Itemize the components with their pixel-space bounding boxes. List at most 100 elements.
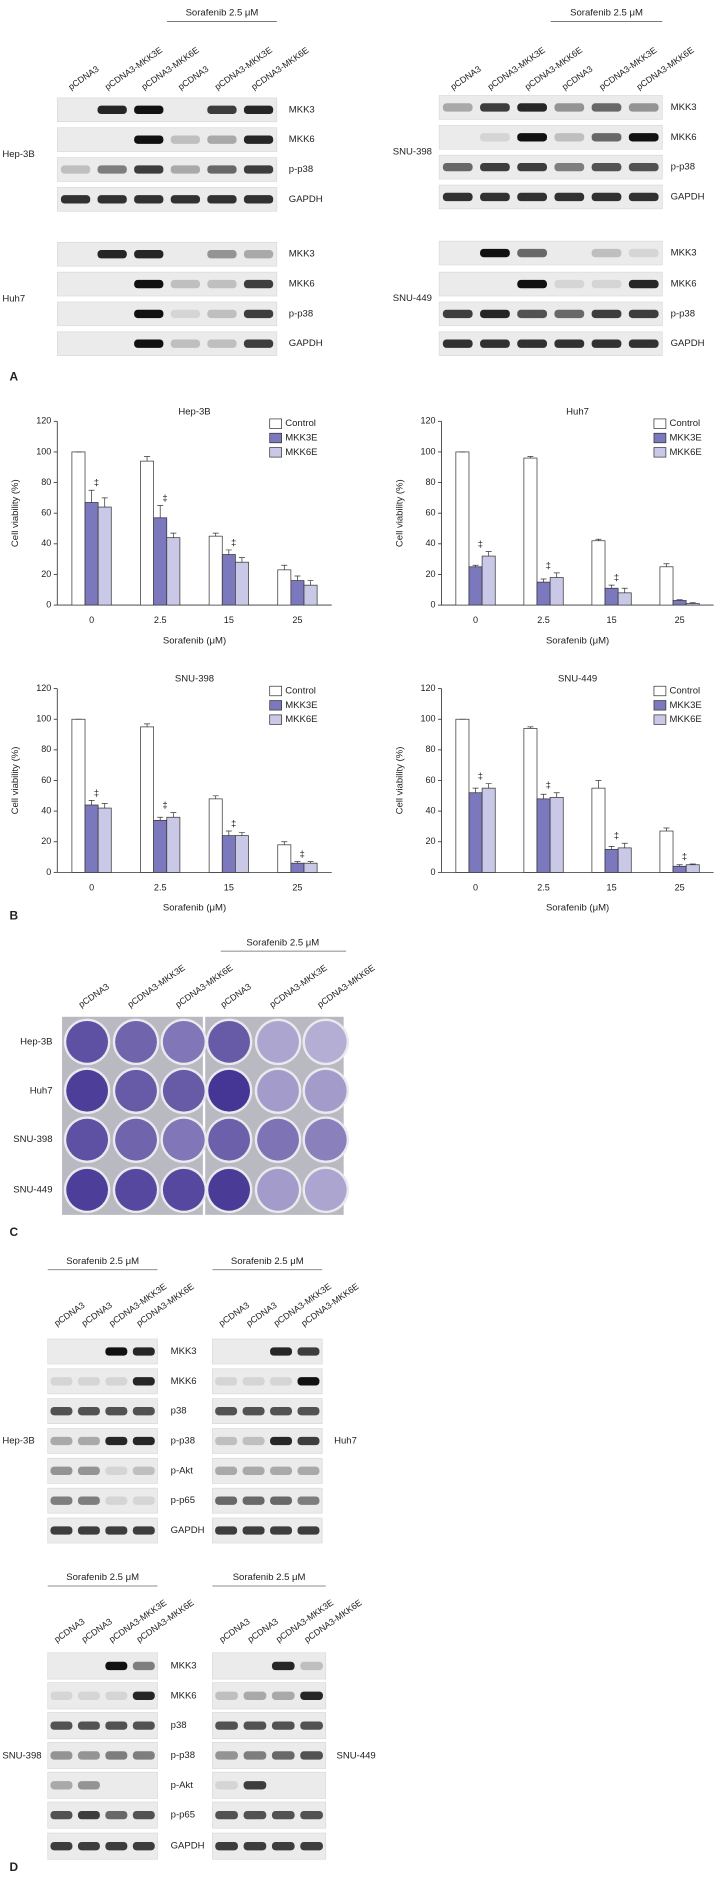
bar [455, 451, 470, 606]
band [243, 1841, 267, 1851]
band [215, 1526, 238, 1535]
band [132, 1526, 155, 1535]
bar [455, 718, 470, 873]
error-bar [663, 827, 670, 832]
band [480, 103, 510, 112]
cell-line-label: SNU-449 [393, 293, 432, 304]
well [208, 1118, 251, 1161]
error-bar [294, 575, 301, 581]
band [243, 250, 274, 259]
band [271, 1751, 295, 1760]
band [591, 192, 622, 202]
error-bar [238, 832, 245, 836]
band [517, 162, 548, 172]
bar [71, 718, 86, 873]
error-bar [553, 792, 560, 798]
y-tick-label: 100 [420, 446, 435, 456]
band [628, 103, 659, 112]
bar [221, 835, 236, 873]
error-bar [294, 861, 301, 864]
legend-swatch [269, 418, 282, 429]
band [517, 309, 548, 319]
error-bar [157, 505, 164, 518]
band [105, 1721, 128, 1730]
protein-label: MKK6 [671, 132, 697, 143]
blot-strip [56, 301, 278, 327]
bar [84, 502, 99, 606]
cell-line-label: Hep-3B [2, 1436, 34, 1447]
blot-strip [438, 184, 663, 210]
band [77, 1436, 100, 1446]
band [50, 1691, 73, 1700]
treatment-label: Sorafenib 2.5 μM [231, 1256, 304, 1267]
panel-label: D [10, 1860, 19, 1874]
y-tick-label: 40 [41, 806, 51, 816]
band [300, 1841, 323, 1851]
well [304, 1118, 347, 1161]
error-bar [212, 795, 219, 799]
bar [235, 835, 249, 873]
x-tick-label: 0 [473, 882, 478, 892]
y-tick-label: 120 [420, 416, 435, 426]
error-bar [472, 787, 479, 793]
band [132, 1691, 155, 1700]
y-tick-label: 80 [41, 477, 51, 487]
well [257, 1168, 299, 1211]
protein-label: GAPDH [171, 1841, 205, 1852]
protein-label: MKK6 [671, 279, 697, 290]
band [628, 248, 659, 258]
band [215, 1377, 238, 1386]
significance-mark: ‡ [682, 851, 687, 862]
y-tick-label: 40 [41, 538, 51, 548]
band [60, 165, 91, 174]
cell-line-label: Huh7 [2, 294, 25, 305]
protein-label: GAPDH [289, 338, 323, 349]
lane-label: pCDNA3 [217, 1616, 251, 1644]
protein-label: p-p38 [671, 162, 695, 173]
x-tick-label: 25 [292, 882, 302, 892]
bar [71, 451, 86, 606]
well [115, 1168, 157, 1211]
error-bar [157, 816, 164, 821]
blot-strip [212, 1652, 327, 1680]
y-tick-label: 0 [431, 599, 436, 609]
band [271, 1691, 295, 1700]
y-tick-label: 120 [36, 683, 51, 693]
band [207, 135, 237, 144]
band [517, 279, 548, 289]
bar [659, 566, 674, 606]
band [270, 1406, 293, 1416]
band [271, 1841, 295, 1851]
significance-mark: ‡ [546, 560, 551, 571]
well [208, 1069, 251, 1112]
band [215, 1781, 238, 1790]
bar [617, 592, 632, 606]
bar [523, 728, 538, 873]
y-tick-label: 60 [425, 775, 435, 785]
legend-label: MKK3E [669, 700, 701, 711]
lane-label: pCDNA3 [449, 64, 483, 92]
legend-label: MKK3E [285, 433, 317, 444]
error-bar [238, 557, 245, 563]
significance-mark: ‡ [162, 493, 167, 504]
band [50, 1466, 73, 1476]
legend-label: MKK6E [285, 447, 317, 458]
x-tick-label: 15 [224, 882, 234, 892]
band [215, 1496, 238, 1505]
x-tick-label: 2.5 [154, 882, 167, 892]
y-tick-label: 20 [425, 569, 435, 579]
band [591, 103, 622, 112]
significance-mark: ‡ [614, 831, 619, 842]
band [242, 1377, 265, 1386]
significance-mark: ‡ [162, 800, 167, 811]
legend-label: Control [669, 686, 700, 697]
band [297, 1496, 320, 1505]
band [243, 1781, 267, 1790]
protein-label: MKK3 [289, 249, 315, 260]
band [50, 1526, 73, 1535]
bar [221, 554, 236, 606]
band [170, 279, 201, 289]
bar [604, 587, 619, 606]
y-tick-label: 120 [36, 416, 51, 426]
protein-label: p38 [171, 1720, 187, 1731]
